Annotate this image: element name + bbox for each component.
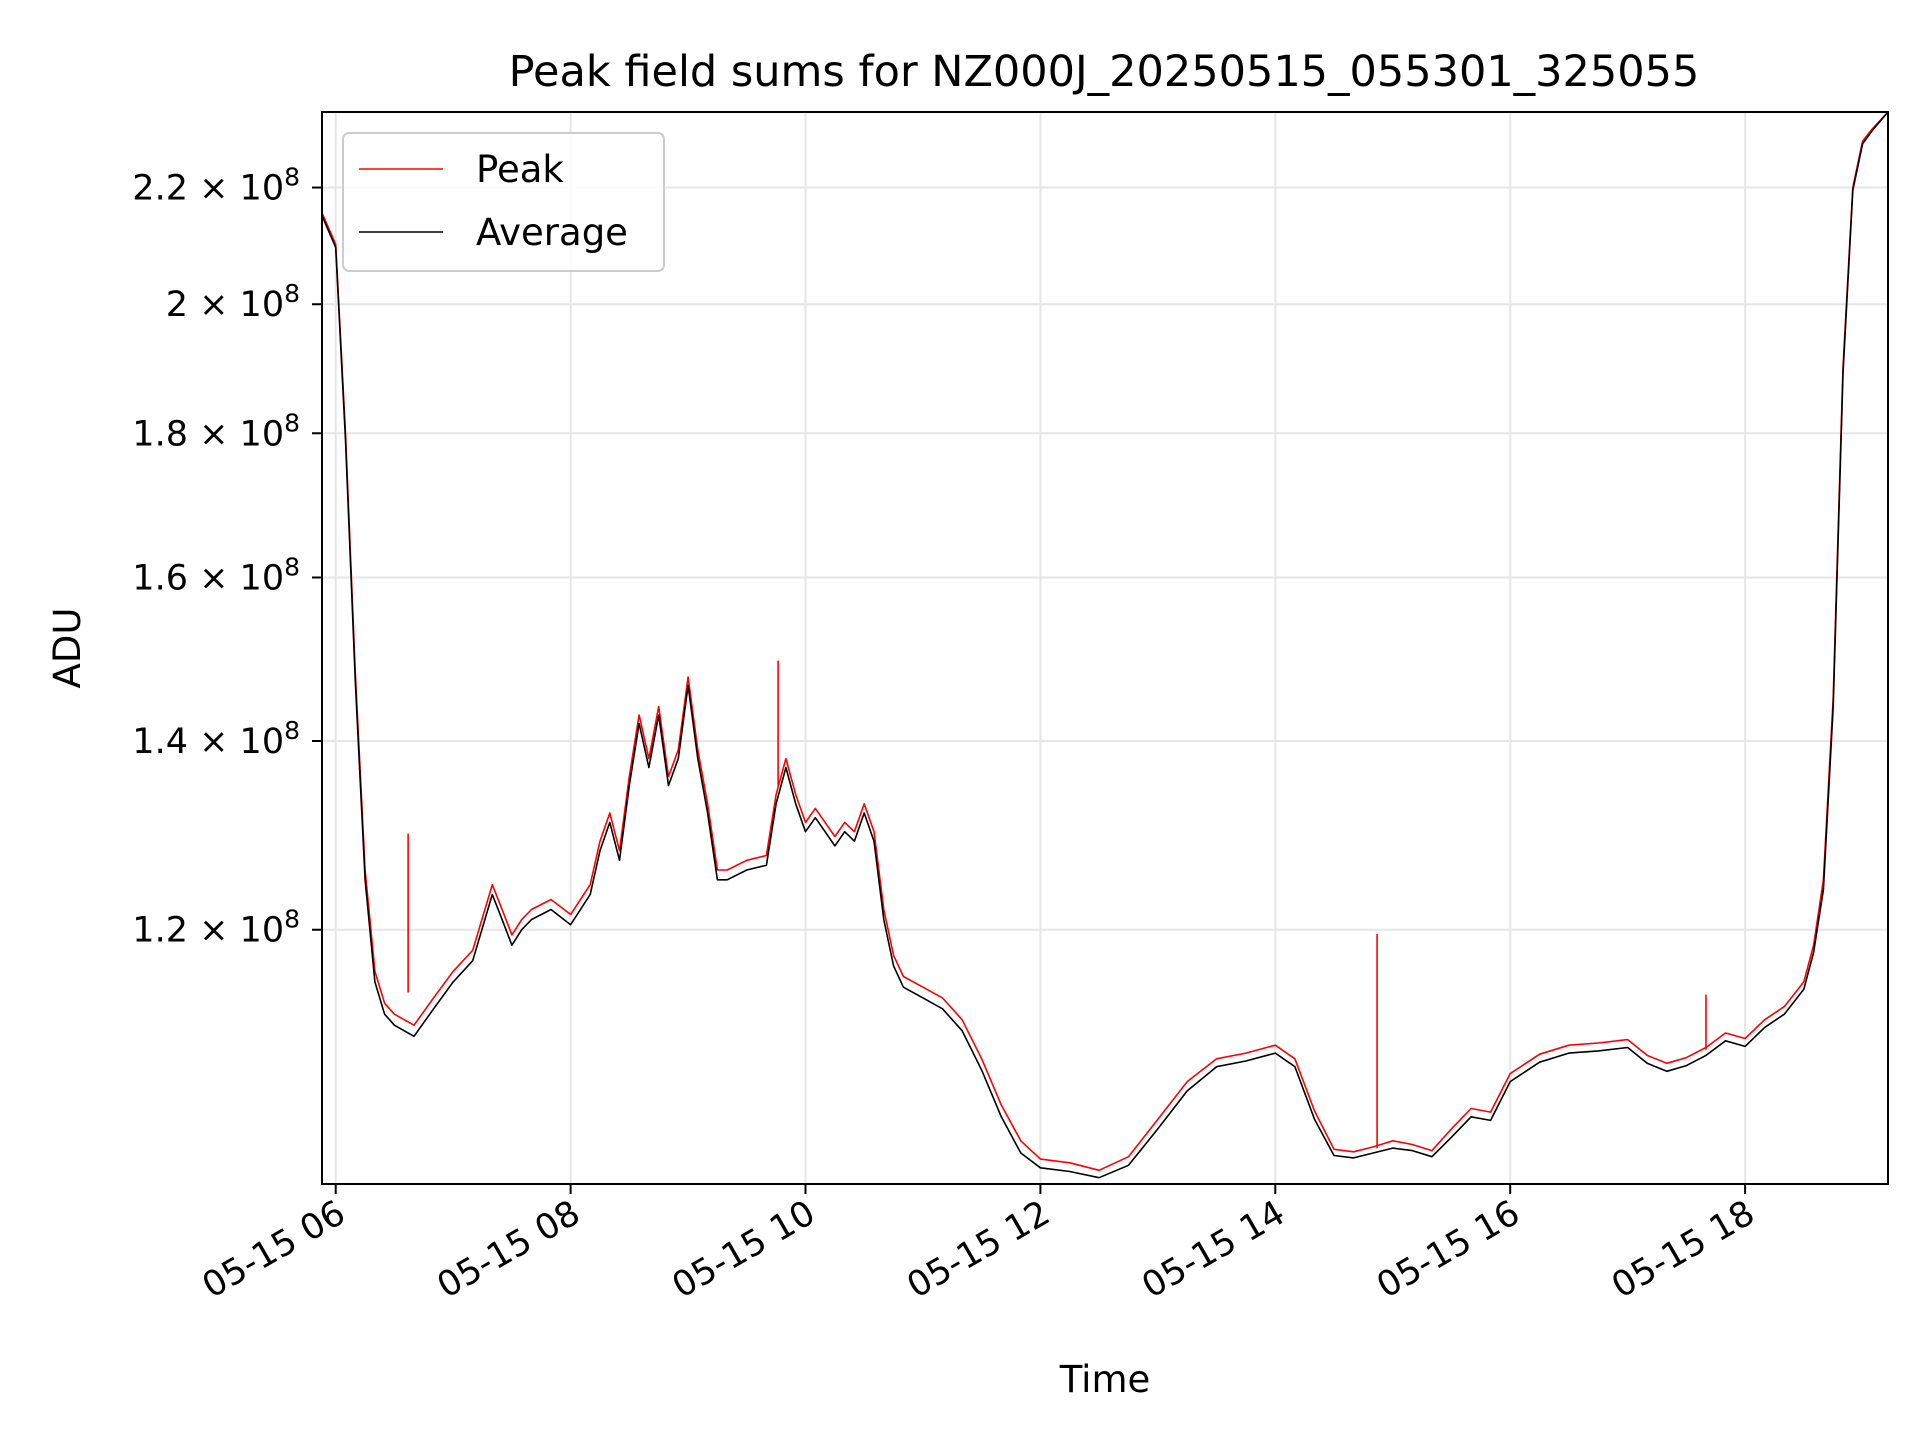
y-tick-base: 10: [240, 558, 285, 598]
series-line-peak: [321, 111, 1889, 1172]
y-tick-mantissa: 2.2: [132, 169, 188, 209]
y-tick-exponent: 8: [284, 408, 300, 437]
y-tick-base: 10: [240, 722, 285, 762]
y-tick-exponent: 8: [284, 716, 300, 745]
grid-lines: [322, 112, 1888, 1184]
y-tick-mantissa: 1.6: [132, 558, 188, 598]
y-tick-mantissa: 2: [166, 285, 188, 325]
y-tick-label: 2 × 108: [166, 279, 300, 325]
y-tick-base: 10: [240, 414, 285, 454]
y-tick-mantissa: 1.8: [132, 414, 188, 454]
y-tick-times: ×: [188, 414, 240, 454]
y-tick-times: ×: [188, 722, 240, 762]
legend-label-average: Average: [476, 211, 628, 254]
y-tick-label: 1.6 × 108: [132, 552, 300, 598]
y-tick-base: 10: [240, 169, 285, 209]
chart-title: Peak field sums for NZ000J_20250515_0553…: [509, 47, 1700, 97]
y-tick-times: ×: [188, 169, 240, 209]
y-tick-exponent: 8: [284, 905, 300, 934]
y-tick-base: 10: [240, 285, 285, 325]
y-tick-exponent: 8: [284, 279, 300, 308]
series-layer: [321, 111, 1889, 1179]
y-tick-times: ×: [188, 558, 240, 598]
y-tick-exponent: 8: [284, 552, 300, 581]
plot-background: [322, 112, 1888, 1184]
y-tick-label: 1.8 × 108: [132, 408, 300, 454]
y-tick-mantissa: 1.4: [132, 722, 188, 762]
y-tick-label: 1.2 × 108: [132, 905, 300, 951]
legend: Peak Average: [342, 132, 665, 272]
y-tick-times: ×: [188, 911, 240, 951]
y-tick-exponent: 8: [284, 163, 300, 192]
x-axis-label: Time: [1059, 1358, 1151, 1401]
y-tick-times: ×: [188, 285, 240, 325]
plot-area: [321, 111, 1889, 1185]
plot-frame: [321, 111, 1889, 1185]
y-tick-label: 1.4 × 108: [132, 716, 300, 762]
legend-label-peak: Peak: [476, 148, 564, 191]
y-tick-label: 2.2 × 108: [132, 163, 300, 209]
series-line-average: [321, 111, 1889, 1179]
legend-box: [342, 132, 665, 272]
y-tick-mantissa: 1.2: [132, 911, 188, 951]
y-axis-label: ADU: [46, 608, 89, 689]
y-tick-base: 10: [240, 911, 285, 951]
